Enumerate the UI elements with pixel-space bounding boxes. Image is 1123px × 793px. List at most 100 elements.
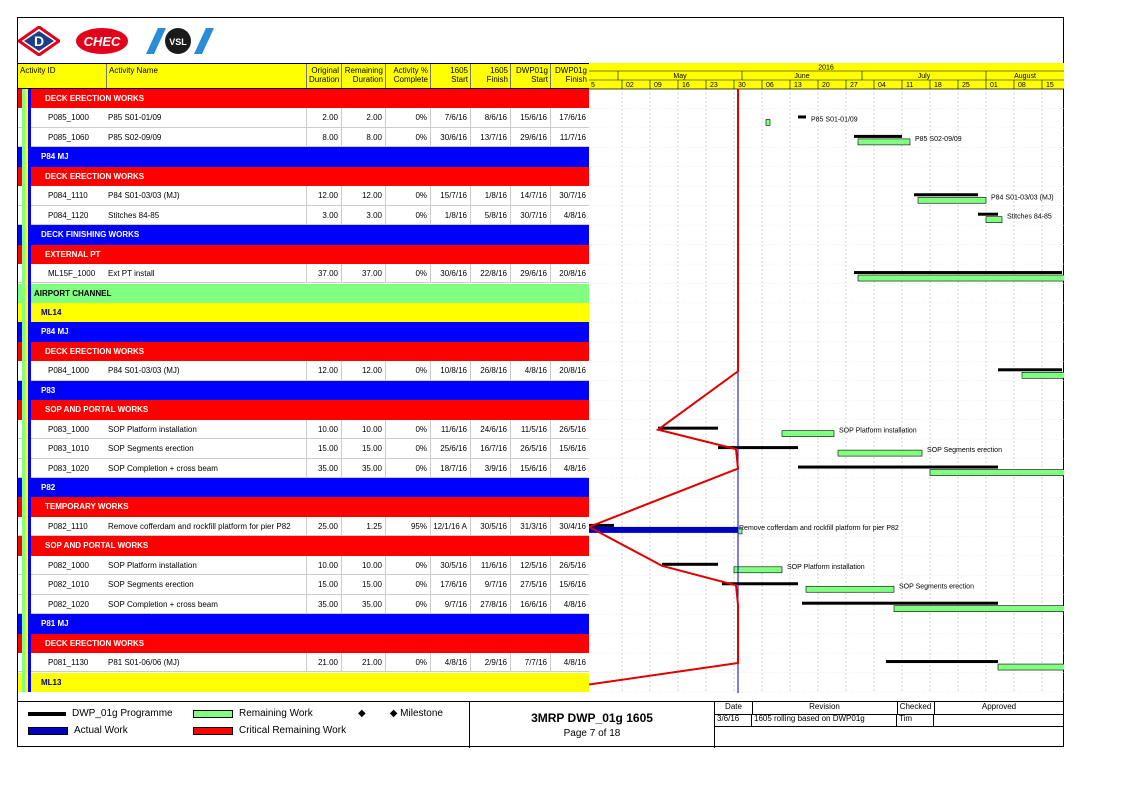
- legend-critical-label: Critical Remaining Work: [239, 725, 347, 736]
- cell-dwp-start: 15/6/16: [510, 108, 550, 128]
- timescale-day: 13: [794, 82, 802, 89]
- actual-work-bar: [589, 526, 738, 533]
- cell-original-duration: 10.00: [306, 419, 341, 439]
- wbs-group-row[interactable]: P81 MJ: [18, 614, 589, 634]
- wbs-group-row[interactable]: P82: [18, 478, 589, 498]
- cell-activity-name: SOP Completion + cross beam: [108, 463, 218, 473]
- col-remaining-duration[interactable]: Remaining Duration: [341, 64, 385, 88]
- wbs-group-row[interactable]: AIRPORT CHANNEL: [18, 283, 589, 303]
- cell-activity-name: SOP Platform installation: [108, 560, 197, 570]
- company-logo-vsl: VSL: [146, 28, 214, 54]
- cell-remaining-duration: 8.00: [341, 127, 385, 147]
- remaining-work-bar: [837, 449, 923, 457]
- table-row[interactable]: P083_1010 SOP Segments erection 15.00 15.00…: [18, 439, 589, 459]
- cell-activity-id: P081_1130: [48, 658, 89, 668]
- wbs-group-row[interactable]: DECK ERECTION WORKS: [18, 341, 589, 362]
- activity-table: DECK ERECTION WORKS P085_1000 P85 S01-01/0…: [18, 89, 589, 693]
- table-row[interactable]: P084_1120 Stitches 84-85 3.00 3.00 0% 1/8/16 5…: [18, 205, 589, 226]
- col-activity-complete[interactable]: Activity % Complete: [385, 64, 430, 88]
- wbs-label: EXTERNAL PT: [45, 249, 101, 259]
- cell-original-duration: 3.00: [306, 205, 341, 225]
- cell-1605-start: 10/8/16: [430, 361, 470, 381]
- col-1605-start[interactable]: 1605 Start: [430, 64, 470, 88]
- cell-dwp-start: 15/6/16: [510, 458, 550, 478]
- cell-activity-id: P084_1120: [48, 210, 89, 220]
- wbs-group-row[interactable]: SOP AND PORTAL WORKS: [18, 400, 589, 420]
- indent-stripe: [28, 89, 31, 692]
- dwp-bar: [854, 271, 1062, 275]
- table-row[interactable]: P084_1000 P84 S01-03/03 (MJ) 12.00 12.00 0% 1…: [18, 361, 589, 381]
- cell-activity-name: SOP Platform installation: [108, 424, 197, 434]
- cell-1605-finish: 5/8/16: [470, 205, 510, 225]
- company-logo-chec: CHEC: [76, 28, 128, 54]
- cell-activity-id: P082_1010: [48, 580, 89, 590]
- wbs-group-row[interactable]: P84 MJ: [18, 322, 589, 342]
- timescale-year: 2016: [818, 65, 834, 72]
- cell-dwp-start: 29/6/16: [510, 264, 550, 284]
- cell-dwp-start: 11/5/16: [510, 419, 550, 439]
- remaining-work-bar: [733, 566, 783, 574]
- wbs-group-row[interactable]: DECK ERECTION WORKS: [18, 166, 589, 187]
- table-row[interactable]: P082_1110 Remove cofferdam and rockfill p…: [18, 516, 589, 537]
- wbs-group-row[interactable]: DECK ERECTION WORKS: [18, 633, 589, 654]
- cell-remaining-duration: 2.00: [341, 108, 385, 128]
- cell-activity-name: SOP Completion + cross beam: [108, 599, 218, 609]
- col-activity-name[interactable]: Activity Name: [106, 64, 306, 88]
- col-1605-finish[interactable]: 1605 Finish: [470, 64, 510, 88]
- cell-dwp-finish: 15/6/16: [550, 439, 589, 459]
- logo-chec-text: CHEC: [84, 34, 121, 49]
- cell-dwp-start: 14/7/16: [510, 186, 550, 206]
- wbs-label: P84 MJ: [41, 152, 69, 162]
- table-row[interactable]: ML15F_1000 Ext PT install 37.00 37.00 0% 30/6…: [18, 264, 589, 284]
- col-original-duration[interactable]: Original Duration: [306, 64, 341, 88]
- rev-date-header: Date: [715, 702, 753, 715]
- cell-1605-start: 9/7/16: [430, 594, 470, 614]
- cell-percent-complete: 0%: [385, 127, 430, 147]
- bar-label: SOP Platform installation: [787, 564, 865, 571]
- wbs-label: DECK ERECTION WORKS: [45, 94, 145, 103]
- table-row[interactable]: P083_1000 SOP Platform installation 10.00 1…: [18, 419, 589, 440]
- wbs-group-row[interactable]: P84 MJ: [18, 147, 589, 167]
- wbs-group-row[interactable]: ML13: [18, 672, 589, 692]
- dwp-bar: [798, 465, 998, 469]
- wbs-group-row[interactable]: TEMPORARY WORKS: [18, 497, 589, 517]
- rev-revision-header: Revision: [752, 702, 898, 715]
- col-dwp-start[interactable]: DWP01g Start: [510, 64, 550, 88]
- cell-1605-finish: 22/8/16: [470, 264, 510, 284]
- wbs-group-row[interactable]: ML14: [18, 302, 589, 323]
- wbs-group-row[interactable]: EXTERNAL PT: [18, 244, 589, 265]
- table-row[interactable]: P082_1020 SOP Completion + cross beam 35.0…: [18, 594, 589, 615]
- cell-original-duration: 25.00: [306, 516, 341, 536]
- wbs-group-row[interactable]: DECK FINISHING WORKS: [18, 225, 589, 245]
- wbs-group-row[interactable]: DECK ERECTION WORKS: [18, 89, 589, 109]
- cell-1605-finish: 16/7/16: [470, 439, 510, 459]
- table-row[interactable]: P083_1020 SOP Completion + cross beam 35.0…: [18, 458, 589, 478]
- bar-label: SOP Segments erection: [899, 583, 974, 590]
- timescale-day: 06: [766, 82, 774, 89]
- indent-stripe: [25, 89, 28, 692]
- legend-milestone: ◆ ◆ Milestone: [358, 708, 443, 719]
- table-row[interactable]: P082_1000 SOP Platform installation 10.00 1…: [18, 555, 589, 576]
- table-row[interactable]: P085_1060 P85 S02-09/09 8.00 8.00 0% 30/6/16 1…: [18, 127, 589, 148]
- wbs-group-row[interactable]: SOP AND PORTAL WORKS: [18, 536, 589, 556]
- col-dwp-finish[interactable]: DWP01g Finish: [550, 64, 589, 88]
- cell-activity-id: P082_1020: [48, 599, 89, 609]
- rev-approved-value: [934, 714, 1064, 727]
- table-row[interactable]: P084_1110 P84 S01-03/03 (MJ) 12.00 12.00 0% 1…: [18, 186, 589, 206]
- cell-1605-finish: 1/8/16: [470, 186, 510, 206]
- cell-dwp-start: 4/8/16: [510, 361, 550, 381]
- col-activity-id[interactable]: Activity ID: [20, 66, 56, 75]
- indent-stripe: [22, 89, 25, 692]
- dwp-bar: [854, 134, 902, 138]
- cell-percent-complete: 0%: [385, 419, 430, 439]
- bar-label: P85 S01-01/09: [811, 116, 858, 123]
- cell-1605-finish: 27/8/16: [470, 594, 510, 614]
- table-row[interactable]: P082_1010 SOP Segments erection 15.00 15.00…: [18, 575, 589, 595]
- table-row[interactable]: P085_1000 P85 S01-01/09 2.00 2.00 0% 7/6/16 8/…: [18, 108, 589, 128]
- cell-activity-name: P84 S01-03/03 (MJ): [108, 191, 180, 201]
- timescale-day: 25: [962, 82, 970, 89]
- wbs-group-row[interactable]: P83: [18, 380, 589, 401]
- cell-percent-complete: 0%: [385, 186, 430, 206]
- cell-remaining-duration: 37.00: [341, 264, 385, 284]
- table-row[interactable]: P081_1130 P81 S01-06/06 (MJ) 21.00 21.00 0% 4…: [18, 653, 589, 673]
